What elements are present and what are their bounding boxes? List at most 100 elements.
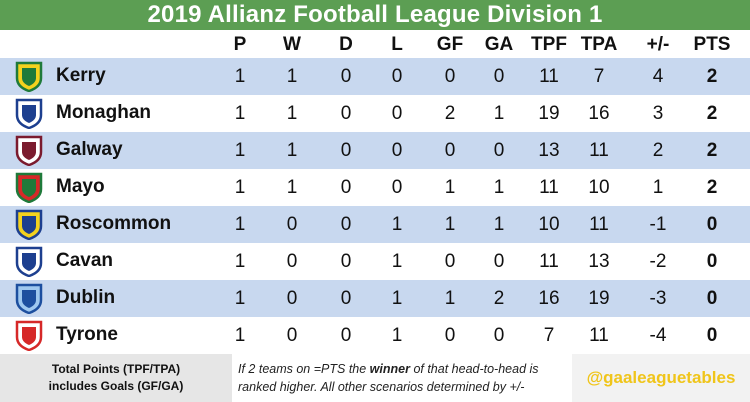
cell-goals-for: 0 — [444, 251, 456, 272]
note-line-1: Total Points (TPF/TPA) — [51, 362, 181, 376]
county-crest-icon — [14, 209, 44, 241]
cell-lost: 1 — [391, 288, 403, 309]
cell-drawn: 0 — [340, 214, 352, 235]
cell-goals-for: 1 — [444, 214, 456, 235]
cell-goals-against: 2 — [493, 288, 505, 309]
cell-drawn: 0 — [340, 177, 352, 198]
table-row: Mayo 1 1 0 0 1 1 11 10 1 2 — [0, 169, 750, 206]
cell-points: 0 — [706, 325, 718, 346]
county-crest-icon — [14, 98, 44, 130]
table-row: Kerry 1 1 0 0 0 0 11 7 4 2 — [0, 58, 750, 95]
team-name: Mayo — [56, 176, 105, 197]
cell-goals-for: 0 — [444, 66, 456, 87]
cell-total-points-against: 11 — [589, 140, 609, 161]
team-name: Roscommon — [56, 213, 172, 234]
league-table: Kerry 1 1 0 0 0 0 11 7 4 2 Monaghan 1 1 0 0 2 1 19 16 3 2 Galw… — [0, 58, 750, 354]
column-header-goals-against: GA — [484, 34, 514, 55]
team-name: Galway — [56, 139, 123, 160]
cell-total-points-for: 7 — [543, 325, 555, 346]
cell-goals-against: 0 — [493, 140, 505, 161]
team-name: Kerry — [56, 65, 106, 86]
cell-total-points-for: 19 — [538, 103, 560, 124]
cell-lost: 1 — [391, 251, 403, 272]
cell-won: 1 — [286, 66, 298, 87]
cell-lost: 0 — [391, 140, 403, 161]
cell-played: 1 — [234, 251, 246, 272]
cell-total-points-for: 13 — [538, 140, 560, 161]
cell-won: 0 — [286, 214, 298, 235]
cell-played: 1 — [234, 66, 246, 87]
team-name: Cavan — [56, 250, 114, 271]
cell-total-points-against: 10 — [588, 177, 610, 198]
cell-goals-against: 1 — [493, 177, 505, 198]
county-crest-icon — [14, 61, 44, 93]
cell-goals-against: 0 — [493, 251, 505, 272]
county-crest-icon — [14, 283, 44, 315]
cell-total-points-against: 16 — [588, 103, 610, 124]
column-header-lost: L — [391, 34, 403, 55]
cell-goals-against: 1 — [493, 103, 505, 124]
cell-goals-against: 0 — [493, 325, 505, 346]
cell-goals-for: 1 — [444, 288, 456, 309]
cell-total-points-for: 11 — [539, 177, 559, 198]
rule-part-2: of that head-to-head is — [409, 362, 539, 376]
cell-goals-against: 1 — [493, 214, 505, 235]
cell-points: 2 — [706, 140, 718, 161]
cell-difference: 1 — [652, 177, 664, 198]
cell-goals-against: 0 — [493, 66, 505, 87]
column-header-total-points-against: TPA — [580, 34, 618, 55]
cell-goals-for: 0 — [444, 140, 456, 161]
cell-won: 0 — [286, 288, 298, 309]
cell-total-points-against: 11 — [589, 325, 609, 346]
cell-played: 1 — [234, 140, 246, 161]
cell-total-points-against: 19 — [588, 288, 610, 309]
cell-won: 1 — [286, 103, 298, 124]
team-name: Tyrone — [56, 324, 118, 345]
cell-lost: 1 — [391, 325, 403, 346]
cell-points: 2 — [706, 66, 718, 87]
twitter-handle[interactable]: @gaaleaguetables — [572, 354, 750, 402]
column-header-goals-for: GF — [436, 34, 464, 55]
cell-drawn: 0 — [340, 66, 352, 87]
column-header-won: W — [283, 34, 301, 55]
cell-drawn: 0 — [340, 140, 352, 161]
cell-played: 1 — [234, 288, 246, 309]
cell-points: 0 — [706, 251, 718, 272]
cell-drawn: 0 — [340, 288, 352, 309]
team-name: Monaghan — [56, 102, 151, 123]
rule-bold-word: winner — [369, 362, 410, 376]
cell-difference: -3 — [649, 288, 667, 309]
table-row: Roscommon 1 0 0 1 1 1 10 11 -1 0 — [0, 206, 750, 243]
county-crest-icon — [14, 320, 44, 352]
cell-points: 0 — [706, 288, 718, 309]
cell-goals-for: 2 — [444, 103, 456, 124]
footer: Total Points (TPF/TPA) includes Goals (G… — [0, 354, 750, 402]
cell-played: 1 — [234, 177, 246, 198]
cell-points: 0 — [706, 214, 718, 235]
cell-total-points-against: 11 — [589, 214, 609, 235]
cell-total-points-for: 11 — [539, 66, 559, 87]
table-row: Tyrone 1 0 0 1 0 0 7 11 -4 0 — [0, 317, 750, 354]
column-header-played: P — [233, 34, 247, 55]
column-header-row: P W D L GF GA TPF TPA +/- PTS — [0, 30, 750, 58]
cell-lost: 0 — [391, 177, 403, 198]
cell-points: 2 — [706, 103, 718, 124]
cell-difference: -1 — [649, 214, 667, 235]
cell-lost: 0 — [391, 66, 403, 87]
cell-difference: -2 — [649, 251, 667, 272]
cell-played: 1 — [234, 214, 246, 235]
cell-drawn: 0 — [340, 103, 352, 124]
cell-won: 0 — [286, 251, 298, 272]
column-header-difference: +/- — [646, 34, 670, 55]
cell-difference: 3 — [652, 103, 664, 124]
table-title: 2019 Allianz Football League Division 1 — [0, 0, 750, 30]
tiebreak-rule-note: If 2 teams on =PTS the winner of that he… — [232, 354, 572, 402]
cell-lost: 0 — [391, 103, 403, 124]
column-header-points: PTS — [693, 34, 731, 55]
table-row: Dublin 1 0 0 1 1 2 16 19 -3 0 — [0, 280, 750, 317]
table-row: Monaghan 1 1 0 0 2 1 19 16 3 2 — [0, 95, 750, 132]
cell-won: 0 — [286, 325, 298, 346]
cell-difference: 4 — [652, 66, 664, 87]
cell-total-points-against: 7 — [593, 66, 605, 87]
rule-line-2: ranked higher. All other scenarios deter… — [238, 380, 525, 394]
